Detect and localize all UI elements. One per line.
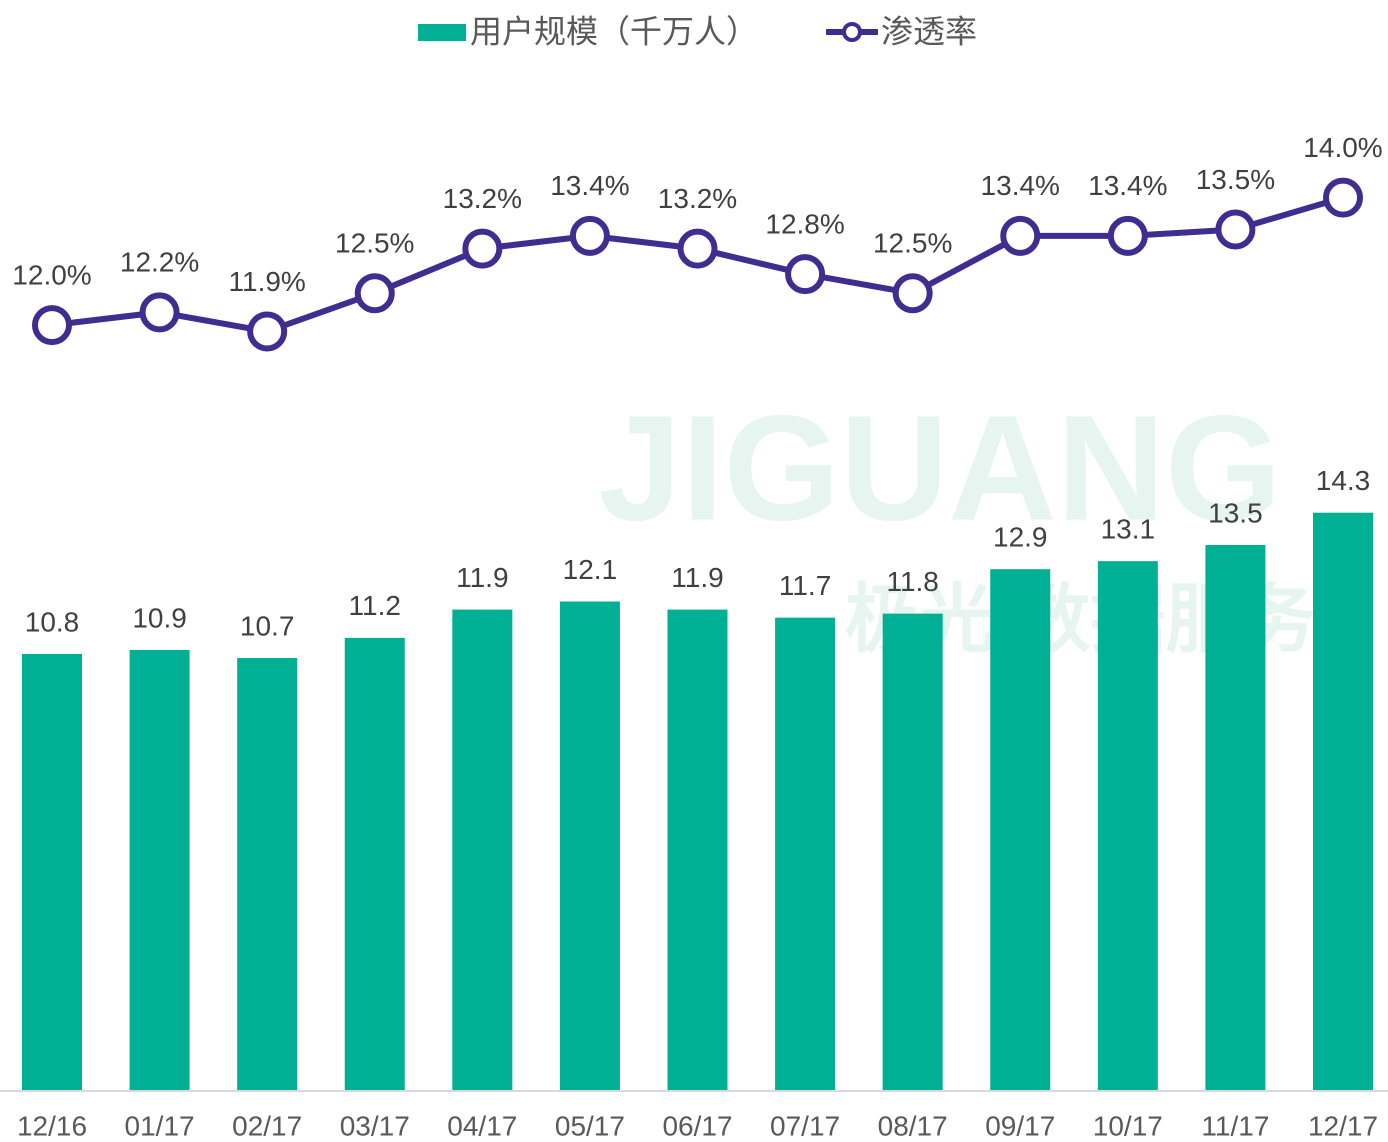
bar — [344, 637, 405, 1090]
data-label: 13.2% — [443, 183, 522, 214]
data-label: 12.0% — [12, 259, 91, 290]
x-tick-label: 12/17 — [1308, 1110, 1378, 1141]
x-tick-label: 01/17 — [125, 1110, 195, 1141]
data-label: 12.5% — [335, 228, 414, 259]
legend-swatch — [418, 24, 466, 41]
marker — [785, 254, 826, 295]
marker — [1215, 209, 1256, 250]
bar — [775, 617, 836, 1090]
data-label: 11.9 — [456, 562, 508, 593]
bar — [882, 613, 943, 1090]
bar — [1313, 512, 1373, 1090]
data-label: 12.1 — [563, 554, 618, 585]
x-tick-label: 12/16 — [17, 1110, 87, 1141]
data-label: 14.0% — [1303, 132, 1382, 163]
data-label: 13.5% — [1196, 164, 1275, 195]
data-label: 10.7 — [240, 610, 295, 641]
x-tick-label: 08/17 — [878, 1110, 948, 1141]
bar — [559, 601, 620, 1090]
bar — [129, 649, 190, 1090]
x-tick-label: 05/17 — [555, 1110, 625, 1141]
x-tick-label: 03/17 — [340, 1110, 410, 1141]
data-label: 13.4% — [1088, 170, 1167, 201]
marker — [354, 273, 395, 314]
data-label: 11.8 — [886, 566, 938, 597]
marker — [569, 215, 610, 256]
data-label: 13.5 — [1208, 497, 1263, 528]
marker — [1000, 215, 1041, 256]
x-tick-label: 07/17 — [770, 1110, 840, 1141]
data-label: 11.2 — [349, 590, 401, 621]
data-label: 10.8 — [25, 606, 80, 637]
data-label: 11.9% — [229, 266, 306, 297]
legend-label: 用户规模（千万人） — [470, 13, 758, 49]
marker — [139, 292, 180, 333]
bar — [237, 658, 298, 1090]
data-label: 12.2% — [120, 247, 199, 278]
legend-marker — [842, 22, 862, 42]
data-label: 13.2% — [658, 183, 737, 214]
marker — [32, 305, 72, 346]
marker — [677, 228, 718, 269]
x-tick-label: 06/17 — [662, 1110, 732, 1141]
watermark: JIGUANG — [598, 384, 1281, 552]
bar — [1097, 561, 1158, 1090]
data-label: 13.4% — [550, 170, 629, 201]
marker — [1323, 177, 1363, 218]
data-label: 14.3 — [1316, 465, 1371, 496]
data-label: 10.9 — [132, 602, 187, 633]
x-tick-label: 09/17 — [985, 1110, 1055, 1141]
legend-label: 渗透率 — [881, 13, 977, 49]
marker — [247, 311, 288, 352]
data-label: 11.9 — [671, 562, 723, 593]
x-tick-label: 02/17 — [232, 1110, 302, 1141]
bar — [1205, 545, 1266, 1090]
data-label: 13.4% — [981, 170, 1060, 201]
bar — [667, 609, 728, 1090]
data-label: 13.1 — [1101, 514, 1156, 545]
marker — [462, 228, 503, 269]
bar — [22, 654, 82, 1090]
data-label: 12.5% — [873, 228, 952, 259]
marker — [1107, 215, 1148, 256]
marker — [892, 273, 933, 314]
data-label: 11.7 — [779, 570, 831, 601]
data-label: 12.8% — [765, 208, 844, 239]
x-tick-label: 04/17 — [447, 1110, 517, 1141]
x-tick-label: 11/17 — [1201, 1110, 1269, 1141]
bar — [990, 569, 1051, 1090]
x-tick-label: 10/17 — [1093, 1110, 1163, 1141]
data-label: 12.9 — [993, 522, 1048, 553]
bar — [452, 609, 513, 1090]
